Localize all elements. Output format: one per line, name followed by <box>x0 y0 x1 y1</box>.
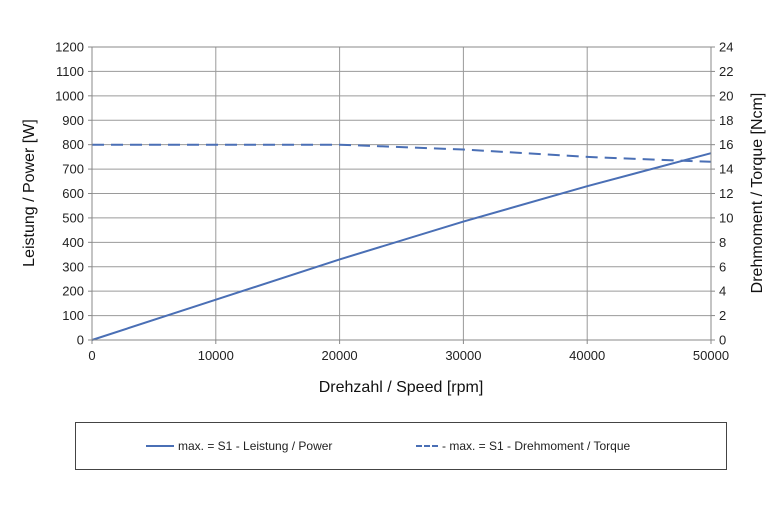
left-y-tick-label: 400 <box>62 235 84 250</box>
torque-series-line <box>92 143 712 163</box>
grid <box>88 46 715 344</box>
left-y-tick-label: 600 <box>62 186 84 201</box>
right-y-tick-label: 10 <box>719 210 733 225</box>
right-y-tick-label: 4 <box>719 284 726 299</box>
legend-item-torque: - max. = S1 - Drehmoment / Torque <box>416 439 630 453</box>
left-y-tick-label: 200 <box>62 284 84 299</box>
left-y-tick-label: 700 <box>62 162 84 177</box>
left-y-tick-label: 800 <box>62 137 84 152</box>
x-tick-label: 30000 <box>445 348 481 363</box>
right-y-tick-label: 12 <box>719 186 733 201</box>
x-tick-label: 10000 <box>198 348 234 363</box>
legend-item-power: max. = S1 - Leistung / Power <box>146 439 332 453</box>
plot-border <box>91 46 712 341</box>
right-y-tick-label: 20 <box>719 88 733 103</box>
left-y-tick-labels: 0 100 200 300 400 500 600 700 800 900 1000 1100 1200 <box>55 40 84 348</box>
power-series-line <box>91 152 712 341</box>
right-y-tick-label: 22 <box>719 64 733 79</box>
right-y-tick-label: 14 <box>719 162 733 177</box>
left-y-tick-label: 1200 <box>55 40 84 55</box>
legend-label-torque: - max. = S1 - Drehmoment / Torque <box>442 439 631 453</box>
x-tick-label: 40000 <box>569 348 605 363</box>
right-y-tick-label: 6 <box>719 259 726 274</box>
x-tick-labels: 0 10000 20000 30000 40000 50000 <box>88 348 729 363</box>
legend-dashed-line-icon <box>416 445 438 447</box>
right-y-tick-label: 2 <box>719 308 726 323</box>
left-y-tick-label: 1000 <box>55 88 84 103</box>
legend-label-power: max. = S1 - Leistung / Power <box>178 439 333 453</box>
right-y-tick-label: 16 <box>719 137 733 152</box>
left-y-tick-label: 900 <box>62 113 84 128</box>
right-y-tick-label: 24 <box>719 40 733 55</box>
left-y-tick-label: 0 <box>77 333 84 348</box>
x-axis-title: Drehzahl / Speed [rpm] <box>319 379 484 396</box>
left-y-tick-label: 1100 <box>56 64 84 79</box>
legend-solid-line-icon <box>146 445 174 447</box>
right-y-tick-label: 18 <box>719 113 733 128</box>
x-tick-label: 0 <box>88 348 95 363</box>
right-y-axis-title: Drehmoment / Torque [Ncm] <box>749 93 766 294</box>
legend: max. = S1 - Leistung / Power - max. = S1… <box>75 422 727 470</box>
left-y-axis-title: Leistung / Power [W] <box>21 119 38 267</box>
left-y-tick-label: 100 <box>62 308 84 323</box>
right-y-tick-label: 0 <box>719 333 726 348</box>
x-tick-label: 50000 <box>693 348 729 363</box>
left-y-tick-label: 500 <box>62 210 84 225</box>
left-y-tick-label: 300 <box>62 259 84 274</box>
right-y-tick-label: 8 <box>719 235 726 250</box>
x-tick-label: 20000 <box>322 348 358 363</box>
series-lines <box>91 143 712 341</box>
chart: 0 10000 20000 30000 40000 50000 0100200300400… <box>21 40 766 397</box>
